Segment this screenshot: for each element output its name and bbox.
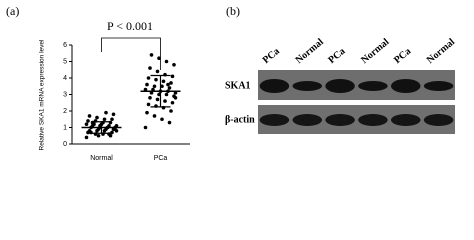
dot — [84, 135, 89, 140]
dot — [160, 84, 164, 89]
dot — [160, 117, 164, 122]
y-tick-label: 1 — [63, 124, 67, 131]
dot — [146, 102, 151, 107]
figure: (a) P < 0.001 Relative SKA1 mRNA express… — [6, 4, 457, 162]
row-label: SKA1 — [225, 80, 251, 91]
lane-label: PCa — [261, 46, 282, 66]
dot — [114, 124, 119, 128]
dot — [170, 100, 175, 105]
dot — [145, 82, 149, 87]
dot — [155, 97, 160, 102]
bracket — [101, 37, 161, 70]
dot — [87, 114, 92, 118]
dot — [169, 109, 173, 113]
dot — [163, 99, 167, 103]
dot — [102, 117, 107, 122]
dot — [110, 117, 114, 122]
dot — [166, 82, 170, 87]
row-label: β-actin — [225, 114, 255, 125]
dot — [170, 74, 175, 79]
dot — [84, 122, 89, 126]
lane-label: Normal — [359, 36, 391, 66]
dot — [154, 77, 158, 82]
band — [358, 114, 388, 126]
dot — [111, 112, 116, 117]
dot — [172, 63, 176, 67]
dot — [148, 96, 152, 100]
blot-strip — [258, 70, 455, 100]
dot — [143, 125, 148, 130]
blot-strip — [258, 105, 455, 134]
dot — [114, 129, 119, 133]
dot — [98, 124, 102, 128]
dot — [164, 59, 169, 64]
dot — [96, 133, 101, 138]
dot — [167, 86, 172, 90]
y-tick-label: 2 — [63, 108, 67, 115]
dot — [149, 53, 154, 57]
dot — [95, 115, 99, 120]
dot — [86, 119, 90, 123]
dot — [161, 79, 166, 84]
band — [325, 79, 355, 93]
dot — [152, 114, 157, 118]
lane-label: PCa — [392, 46, 413, 66]
y-tick-label: 6 — [63, 42, 67, 49]
y-tick-label: 4 — [63, 75, 67, 82]
lane-label: Normal — [425, 36, 457, 66]
band — [390, 114, 421, 126]
band — [325, 114, 355, 126]
dot — [148, 66, 152, 70]
y-tick-label: 3 — [63, 91, 67, 98]
lane-label: PCa — [326, 46, 347, 66]
dot — [152, 84, 157, 89]
dot — [155, 69, 160, 74]
band — [358, 81, 388, 91]
band — [423, 114, 454, 126]
x-tick-label: PCa — [154, 155, 168, 162]
panel-label: (a) — [6, 4, 19, 18]
band — [292, 114, 323, 126]
panel-label: (b) — [226, 4, 240, 18]
dot — [164, 92, 169, 97]
y-axis-label: Relative SKA1 mRNA expression level — [39, 39, 46, 150]
band — [423, 81, 454, 91]
annotation: P < 0.001 — [107, 19, 153, 33]
dot — [157, 56, 161, 60]
band — [390, 79, 421, 93]
dot — [173, 96, 178, 100]
y-tick-label: 0 — [63, 141, 67, 148]
x-tick-label: Normal — [90, 155, 113, 162]
dot — [104, 110, 108, 115]
band — [292, 81, 323, 91]
dot — [167, 120, 172, 125]
dot — [145, 110, 149, 115]
dot — [146, 76, 151, 80]
lane-label: Normal — [294, 36, 326, 66]
dot — [169, 81, 173, 85]
y-tick-label: 5 — [63, 58, 67, 65]
band — [259, 114, 290, 126]
band — [259, 79, 290, 93]
